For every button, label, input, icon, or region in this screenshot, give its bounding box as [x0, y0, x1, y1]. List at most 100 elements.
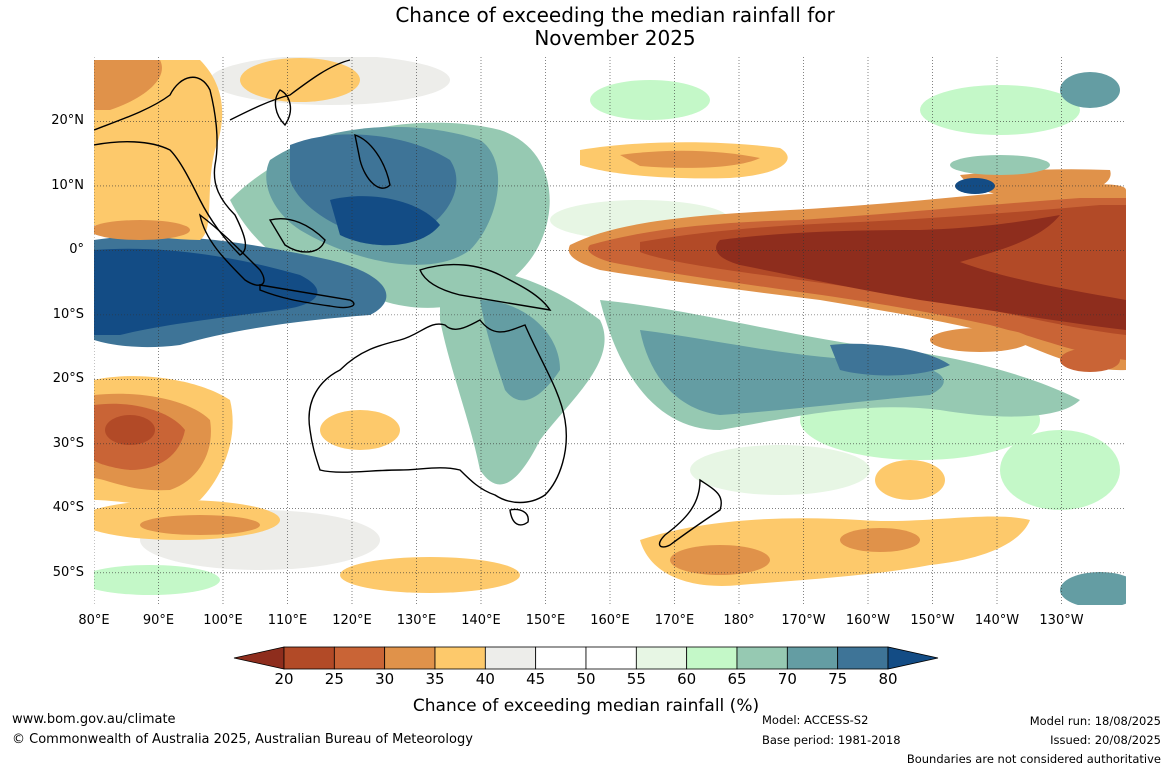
field-patch: [94, 60, 223, 240]
model-run-text: Model run: 18/08/2025: [1029, 714, 1161, 728]
field-patch: [690, 445, 870, 495]
colorbar-tick-label: 40: [475, 670, 495, 688]
colorbar-segment: [786, 646, 839, 670]
latitude-label: 40°S: [52, 500, 84, 516]
colorbar-tick-label: 65: [727, 670, 747, 688]
map-plot-area: [94, 57, 1126, 605]
probability-field: [94, 57, 1126, 605]
colorbar-segment: [333, 646, 386, 670]
colorbar-tick-label: 55: [626, 670, 646, 688]
field-patch: [1060, 572, 1126, 605]
colorbar-tick-label: 60: [677, 670, 697, 688]
field-patch: [94, 248, 318, 335]
field-patch: [716, 215, 1126, 330]
longitude-label: 80°E: [78, 613, 110, 628]
disclaimer-text: Boundaries are not considered authoritat…: [906, 752, 1161, 766]
tasmania-coast: [509, 508, 529, 526]
field-patch: [920, 85, 1080, 135]
field-patch: [140, 515, 260, 535]
new-zealand-coast: [658, 478, 722, 548]
field-patch: [330, 196, 440, 246]
longitude-label: 180°: [723, 613, 755, 628]
colorbar-tick-label: 80: [878, 670, 898, 688]
field-patch: [875, 460, 945, 500]
longitude-label: 130°W: [1039, 613, 1084, 628]
colorbar-segment: [434, 646, 486, 670]
field-patch: [1060, 72, 1120, 108]
colorbar-tick-label: 35: [425, 670, 445, 688]
graticule: [94, 57, 1126, 605]
longitude-label: 130°E: [396, 613, 437, 628]
sumatra-coast: [198, 213, 265, 286]
china-coast: [229, 59, 351, 121]
colorbar-tick-label: 75: [828, 670, 848, 688]
field-patch: [960, 169, 1111, 198]
colorbar-segment: [635, 646, 688, 670]
base-period-text: Base period: 1981-2018: [762, 733, 901, 747]
field-patch: [840, 528, 920, 552]
longitude-label: 160°E: [590, 613, 630, 628]
colorbar-label: Chance of exceeding median rainfall (%): [412, 696, 760, 716]
website-text: www.bom.gov.au/climate: [12, 712, 176, 727]
colorbar-tick-label: 30: [375, 670, 395, 688]
field-patch: [955, 178, 995, 194]
field-patch: [930, 328, 1030, 352]
colorbar: [233, 646, 939, 670]
field-patch: [620, 150, 760, 168]
field-patch: [480, 300, 560, 401]
longitude-label: 100°E: [203, 613, 243, 628]
colorbar-segment: [736, 646, 788, 670]
longitude-label: 90°E: [142, 613, 175, 628]
field-patch: [1000, 430, 1120, 510]
title-line-1: Chance of exceeding the median rainfall …: [395, 3, 835, 27]
taiwan-hainan-coast: [274, 89, 292, 127]
field-patch: [340, 557, 520, 593]
australia-coast: [308, 319, 567, 504]
colorbar-tick-label: 25: [324, 670, 344, 688]
colorbar-segment: [585, 646, 637, 670]
field-patch: [94, 220, 190, 240]
map-title: Chance of exceeding the median rainfall …: [0, 4, 1173, 50]
colorbar-segment: [384, 646, 436, 670]
colorbar-tick-label: 20: [274, 670, 294, 688]
field-patch: [590, 80, 710, 120]
latitude-label: 30°S: [52, 435, 84, 451]
longitude-label: 170°E: [654, 613, 695, 628]
field-patch: [830, 343, 950, 376]
field-patch: [94, 565, 220, 595]
colorbar-segment: [535, 646, 587, 670]
field-patch: [94, 60, 162, 110]
copyright-text: © Commonwealth of Australia 2025, Austra…: [12, 732, 473, 747]
se-asia-coast: [94, 76, 247, 256]
colorbar-segment: [484, 646, 537, 670]
model-text: Model: ACCESS-S2: [762, 713, 869, 727]
borneo-coast: [268, 218, 326, 253]
field-patch: [670, 545, 770, 575]
latitude-label: 20°N: [51, 113, 84, 129]
longitude-label: 160°W: [845, 613, 891, 628]
field-patch: [950, 155, 1050, 175]
coastlines: [94, 59, 722, 548]
colorbar-segment: [686, 646, 738, 670]
longitude-label: 150°W: [910, 613, 955, 628]
longitude-label: 150°E: [525, 613, 566, 628]
longitude-label: 120°E: [332, 613, 372, 628]
title-line-2: November 2025: [534, 26, 696, 50]
issued-text: Issued: 20/08/2025: [1050, 733, 1161, 747]
colorbar-tick-label: 45: [526, 670, 546, 688]
latitude-label: 10°S: [52, 306, 84, 322]
field-patch: [320, 410, 400, 450]
latitude-label: 20°S: [52, 371, 84, 387]
longitude-label: 170°W: [781, 613, 826, 628]
field-patch: [240, 58, 360, 102]
new-guinea-coast: [419, 263, 552, 311]
colorbar-segment: [283, 646, 335, 670]
longitude-label: 140°E: [461, 613, 501, 628]
colorbar-low-extension: [233, 646, 285, 670]
colorbar-tick-label: 50: [576, 670, 596, 688]
longitude-label: 110°E: [267, 613, 308, 628]
colorbar-high-extension: [887, 646, 939, 670]
latitude-label: 0°: [69, 242, 84, 258]
colorbar-segment: [837, 646, 889, 670]
